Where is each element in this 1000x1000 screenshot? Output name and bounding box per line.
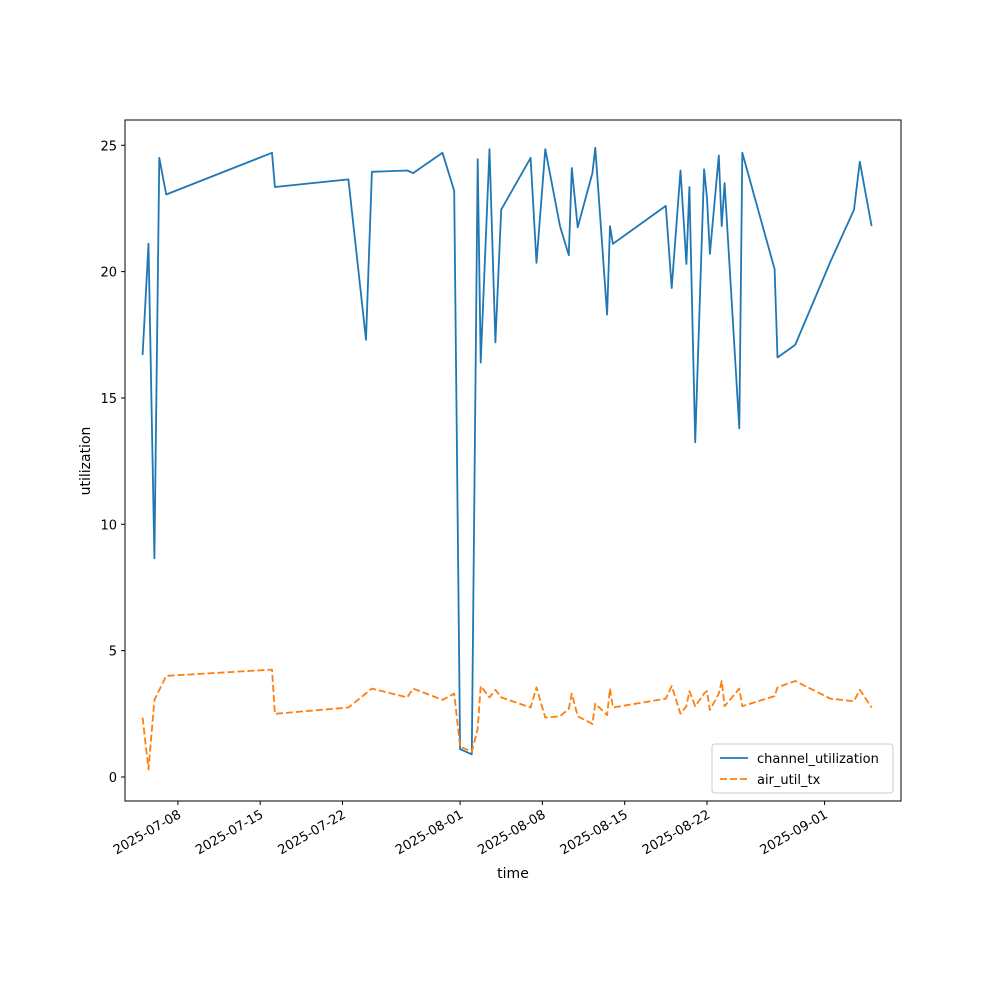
y-tick-label: 20 xyxy=(100,266,117,281)
x-axis-label: time xyxy=(497,866,529,882)
y-axis-label: utilization xyxy=(78,427,94,496)
y-tick-label: 10 xyxy=(100,518,117,533)
y-tick-label: 0 xyxy=(109,771,117,786)
legend: channel_utilization air_util_tx xyxy=(711,743,894,794)
series-layer xyxy=(141,146,873,771)
legend-label-channel-utilization: channel_utilization xyxy=(757,752,879,767)
legend-label-air-util-tx: air_util_tx xyxy=(757,773,821,788)
plot-area-frame xyxy=(124,119,902,802)
y-tick-label: 5 xyxy=(109,645,117,660)
y-tick-label: 15 xyxy=(100,392,117,407)
y-axis: 0 5 10 15 20 25 xyxy=(100,139,125,786)
series-line-channel-utilization xyxy=(141,146,873,756)
y-tick-label: 25 xyxy=(100,139,117,154)
series-line-air-util-tx xyxy=(141,668,873,771)
legend-box xyxy=(711,743,894,794)
